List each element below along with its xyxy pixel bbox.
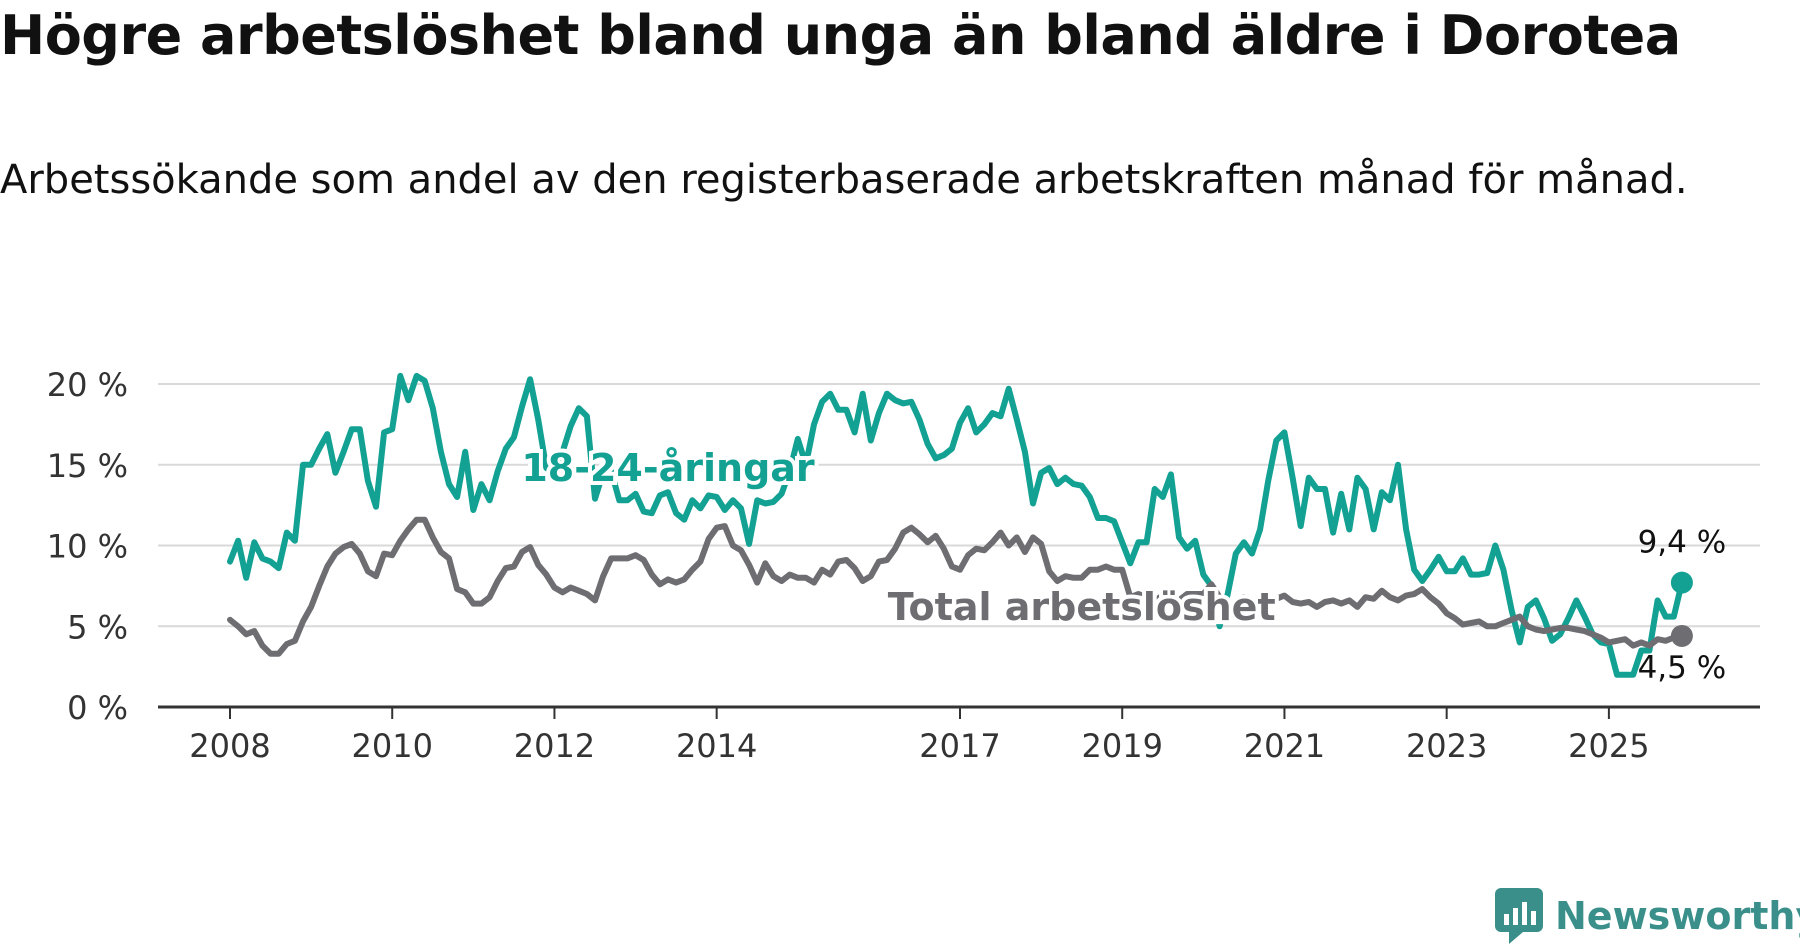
series-line-0 <box>227 372 1685 678</box>
y-tick-label: 0 % <box>67 689 128 727</box>
x-tick-label: 2010 <box>352 727 433 765</box>
y-tick-label: 5 % <box>67 608 128 646</box>
newsworthy-logo-icon <box>1495 888 1543 944</box>
chart-subtitle: Arbetssökande som andel av den registerb… <box>0 157 1688 203</box>
x-tick-label: 2019 <box>1082 727 1163 765</box>
series-line-1 <box>227 516 1685 657</box>
x-tick-label: 2008 <box>189 727 270 765</box>
y-tick-label: 20 % <box>47 366 128 404</box>
y-tick-label: 10 % <box>47 528 128 566</box>
x-tick-label: 2017 <box>919 727 1000 765</box>
newsworthy-logo-text: Newsworthy <box>1555 894 1800 938</box>
x-tick-label: 2012 <box>514 727 595 765</box>
chart-title: Högre arbetslöshet bland unga än bland ä… <box>0 4 1681 67</box>
end-value-label-1: 4,5 % <box>1638 650 1727 686</box>
end-value-label-0: 9,4 % <box>1638 525 1727 561</box>
x-tick-label: 2025 <box>1568 727 1649 765</box>
series-end-point-1 <box>1670 624 1693 647</box>
series-end-point-0 <box>1670 571 1693 594</box>
series-label-0: 18-24-åringar <box>521 446 815 490</box>
x-tick-label: 2014 <box>676 727 757 765</box>
x-tick-label: 2023 <box>1406 727 1487 765</box>
newsworthy-logo[interactable]: Newsworthy <box>1495 888 1800 944</box>
x-tick-label: 2021 <box>1244 727 1325 765</box>
series-label-1: Total arbetslöshet <box>888 585 1276 629</box>
y-tick-label: 15 % <box>47 447 128 485</box>
